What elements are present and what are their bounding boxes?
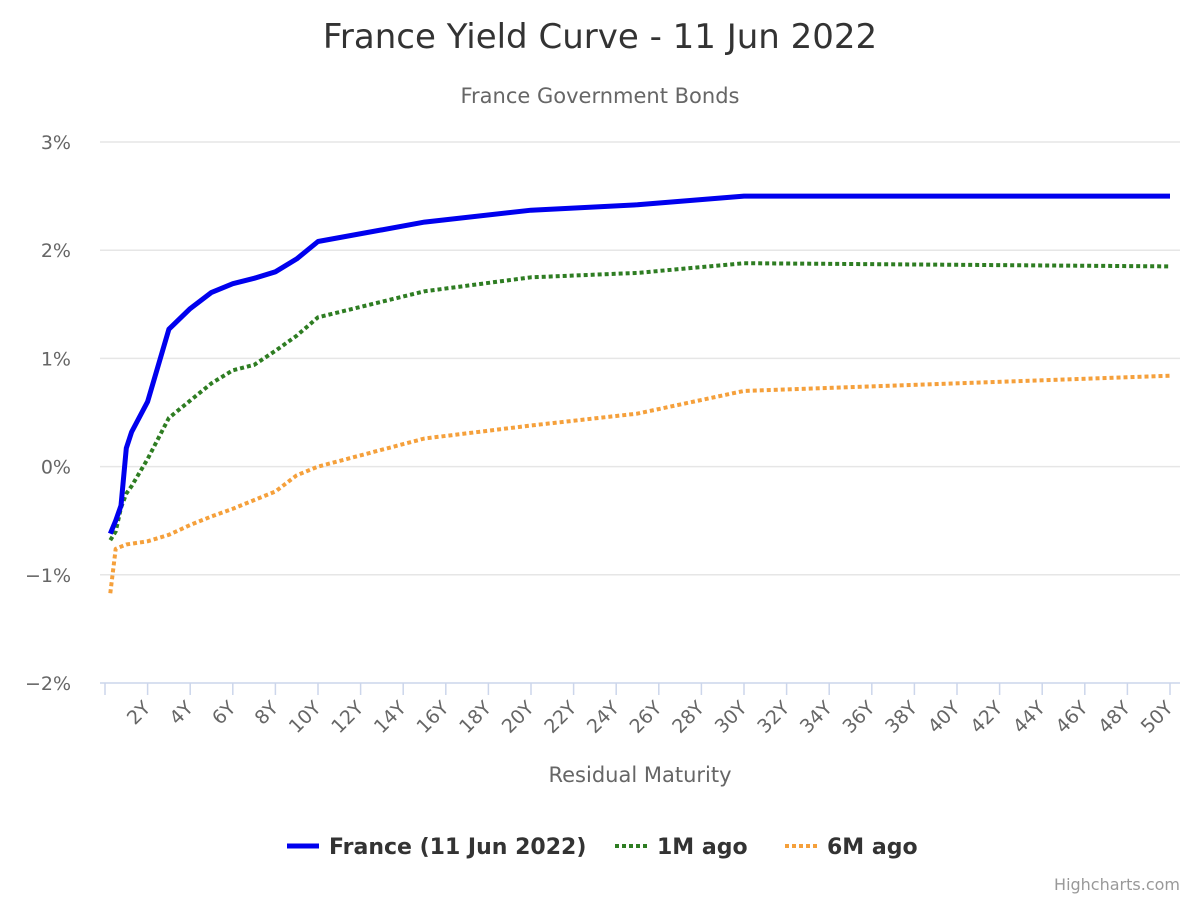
x-tick-label: 2Y [123, 697, 156, 730]
x-tick-label: 18Y [455, 697, 496, 738]
x-tick-label: 10Y [285, 697, 326, 738]
chart-subtitle: France Government Bonds [461, 84, 740, 108]
x-tick-label: 50Y [1137, 697, 1178, 738]
x-tick-label: 6Y [208, 697, 241, 730]
x-tick-label: 34Y [796, 697, 837, 738]
y-axis: −2% −1% 0% 1% 2% 3% [25, 132, 71, 695]
x-tick-label: 44Y [1009, 697, 1050, 738]
series-lines [107, 193, 1171, 594]
x-tick-label: 28Y [668, 697, 709, 738]
credits-link[interactable]: Highcharts.com [1054, 875, 1180, 894]
x-tick-label: 22Y [540, 697, 581, 738]
x-tick-label: 24Y [583, 697, 624, 738]
legend-item[interactable]: France (11 Jun 2022) [329, 835, 586, 860]
x-tick-label: 36Y [838, 697, 879, 738]
x-axis-title: Residual Maturity [548, 763, 731, 787]
x-tick-label: 4Y [165, 697, 198, 730]
legend-item[interactable]: 6M ago [827, 835, 918, 860]
x-tick-label: 40Y [924, 697, 965, 738]
x-tick-label: 42Y [966, 697, 1007, 738]
x-axis: 2Y 4Y 6Y 8Y 10Y 12Y 14Y 16Y 18Y 20Y 22Y 24Y 26Y 28Y 30… [100, 682, 1180, 738]
x-tick-label: 16Y [412, 697, 453, 738]
x-tick-label: 38Y [881, 697, 922, 738]
series-line-1m-ago [108, 261, 1171, 542]
chart-title: France Yield Curve - 11 Jun 2022 [323, 17, 877, 57]
x-tick-label: 48Y [1094, 697, 1135, 738]
y-tick-label: −2% [25, 673, 71, 695]
legend: France (11 Jun 2022) 1M ago 6M ago [287, 835, 918, 860]
y-tick-label: 1% [41, 348, 71, 370]
x-tick-label: 12Y [327, 697, 368, 738]
y-tick-label: 2% [41, 240, 71, 262]
x-tick-label: 46Y [1051, 697, 1092, 738]
x-tick-label: 26Y [625, 697, 666, 738]
series-line-france-11-jun-2022 [107, 193, 1170, 535]
y-tick-label: 3% [41, 132, 71, 154]
grid-lines [100, 141, 1180, 576]
series-line-6m-ago [108, 373, 1171, 594]
y-tick-label: −1% [25, 565, 71, 587]
x-tick-label: 20Y [498, 697, 539, 738]
legend-item[interactable]: 1M ago [657, 835, 748, 860]
x-tick-label: 8Y [251, 697, 284, 730]
x-tick-label: 32Y [753, 697, 794, 738]
x-tick-label: 30Y [711, 697, 752, 738]
x-tick-label: 14Y [370, 697, 411, 738]
y-tick-label: 0% [41, 457, 71, 479]
